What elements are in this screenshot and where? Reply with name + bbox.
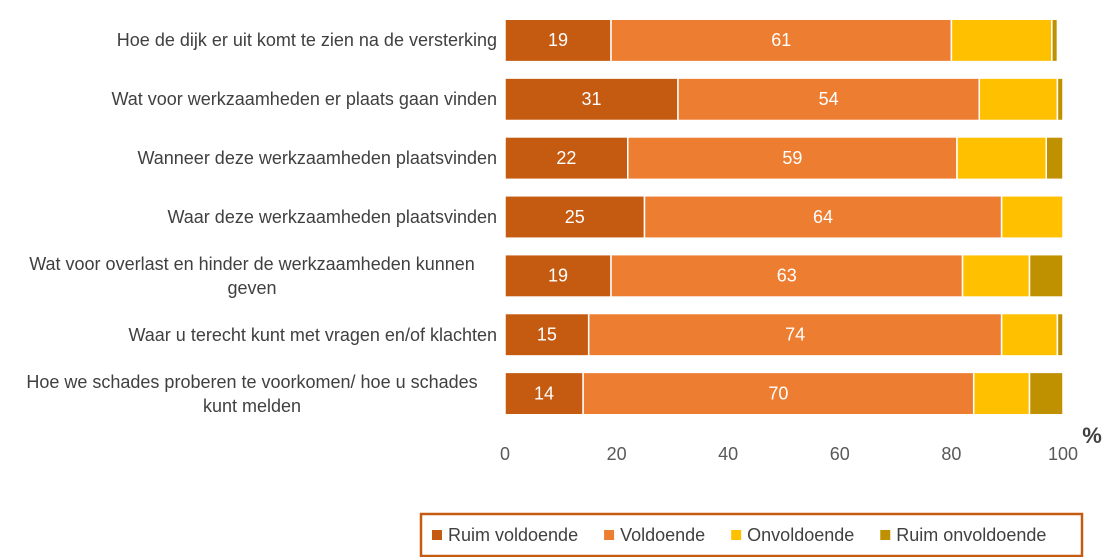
data-label: 31 xyxy=(581,89,601,109)
x-tick-label: 20 xyxy=(607,444,627,464)
bar-segment xyxy=(1056,312,1064,357)
data-label: 22 xyxy=(556,148,576,168)
data-label: 59 xyxy=(782,148,802,168)
legend-marker xyxy=(432,530,442,540)
legend-marker xyxy=(731,530,742,540)
bar-segment xyxy=(504,18,612,63)
data-label: 54 xyxy=(819,89,839,109)
x-tick-label: 80 xyxy=(941,444,961,464)
legend-box xyxy=(419,512,1084,557)
bar-segment xyxy=(1028,253,1064,298)
x-tick-label: 60 xyxy=(830,444,850,464)
legend-label: Onvoldoende xyxy=(747,525,854,545)
data-label: 19 xyxy=(548,266,568,286)
x-tick-label: 0 xyxy=(500,444,510,464)
x-axis-label: % xyxy=(1082,423,1102,448)
bar-segment xyxy=(961,253,1031,298)
legend-label: Ruim voldoende xyxy=(448,525,578,545)
bar-segment xyxy=(610,253,964,298)
bar-segment xyxy=(627,136,958,181)
bar-segment xyxy=(1000,195,1064,239)
bar-segment xyxy=(1028,371,1064,416)
bar-segment xyxy=(950,18,1053,63)
y-tick-label: Waar deze werkzaamheden plaatsvinden xyxy=(167,207,497,227)
data-label: 14 xyxy=(534,383,554,403)
data-label: 61 xyxy=(771,30,791,50)
bar-segment xyxy=(504,195,646,239)
data-label: 15 xyxy=(537,324,557,344)
bar-segment xyxy=(610,18,953,63)
legend-label: Ruim onvoldoende xyxy=(896,525,1046,545)
data-label: 25 xyxy=(565,207,585,227)
bar-segment xyxy=(643,195,1003,239)
bar-segment xyxy=(978,77,1059,122)
bar-segment xyxy=(504,77,679,122)
legend-marker xyxy=(880,530,891,540)
y-tick-label: Waar u terecht kunt met vragen en/of kla… xyxy=(128,324,497,345)
data-label: 19 xyxy=(548,30,568,50)
bar-segment xyxy=(1000,312,1059,357)
bar-segment xyxy=(1056,77,1064,122)
x-tick-label: 40 xyxy=(718,444,738,464)
y-tick-label: Wat voor overlast en hinder de werkzaamh… xyxy=(29,253,475,298)
y-tick-label: Wat voor werkzaamheden er plaats gaan vi… xyxy=(111,89,497,110)
bar-segment xyxy=(1045,136,1064,181)
bar-segment xyxy=(972,371,1031,416)
legend-label: Voldoende xyxy=(620,525,705,545)
bar-segment xyxy=(504,253,612,298)
data-label: 64 xyxy=(813,207,833,227)
data-label: 74 xyxy=(785,324,805,344)
data-label: 70 xyxy=(768,383,788,403)
bar-segment xyxy=(1051,18,1059,63)
bar-segment xyxy=(504,312,590,357)
y-tick-label: Hoe we schades proberen te voorkomen/ ho… xyxy=(26,371,478,416)
bar-segment xyxy=(956,136,1048,181)
data-label: 63 xyxy=(777,266,797,286)
y-tick-label: Wanneer deze werkzaamheden plaatsvinden xyxy=(137,148,497,169)
bar-segment xyxy=(504,136,629,181)
bar-segment xyxy=(677,77,981,122)
legend-marker xyxy=(604,530,615,540)
bar-segment xyxy=(504,371,584,416)
x-tick-label: 100 xyxy=(1048,444,1078,464)
y-tick-label: Hoe de dijk er uit komt te zien na de ve… xyxy=(116,30,497,51)
